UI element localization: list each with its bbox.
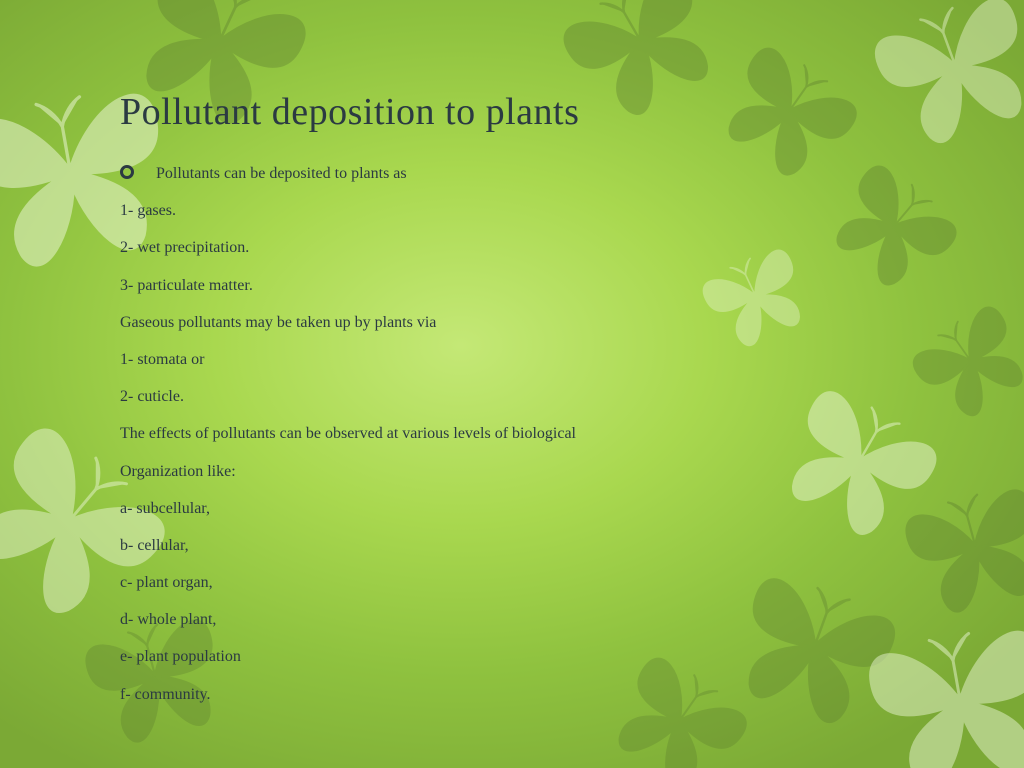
butterfly-decoration <box>844 584 1024 768</box>
bullet-item: Pollutants can be deposited to plants as <box>120 162 700 185</box>
butterfly-decoration <box>803 133 986 316</box>
butterfly-decoration <box>886 276 1024 443</box>
body-line: 1- stomata or <box>120 348 700 371</box>
body-line: Organization like: <box>120 460 700 483</box>
slide-content: Pollutant deposition to plants Pollutant… <box>0 0 700 706</box>
body-line: 3- particulate matter. <box>120 274 700 297</box>
butterfly-decoration <box>846 0 1024 174</box>
butterfly-decoration <box>751 351 970 570</box>
body-lines: 1- gases. 2- wet precipitation. 3- particu… <box>120 199 700 706</box>
butterfly-decoration <box>693 13 888 208</box>
bullet-icon <box>120 165 134 179</box>
body-line: e- plant population <box>120 645 700 668</box>
body-line: f- community. <box>120 683 700 706</box>
butterfly-decoration <box>706 536 924 754</box>
body-line: d- whole plant, <box>120 608 700 631</box>
body-line: 2- cuticle. <box>120 385 700 408</box>
bullet-text: Pollutants can be deposited to plants as <box>156 162 407 185</box>
slide-title: Pollutant deposition to plants <box>120 90 700 134</box>
body-line: Gaseous pollutants may be taken up by pl… <box>120 311 700 334</box>
body-line: 1- gases. <box>120 199 700 222</box>
body-line: b- cellular, <box>120 534 700 557</box>
butterfly-decoration <box>682 222 828 368</box>
body-line: a- subcellular, <box>120 497 700 520</box>
butterfly-decoration <box>883 453 1024 637</box>
body-line: c- plant organ, <box>120 571 700 594</box>
body-line: 2- wet precipitation. <box>120 236 700 259</box>
body-line: The effects of pollutants can be observe… <box>120 422 700 445</box>
